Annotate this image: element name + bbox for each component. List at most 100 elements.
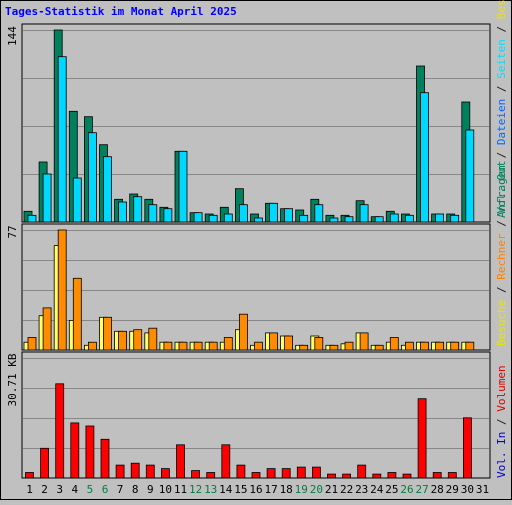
legend-text-bottom: Vol. In / Volumen bbox=[495, 365, 508, 478]
bar-seiten-day-19 bbox=[299, 214, 309, 223]
legend-text-top: Anfragen / Dateien / Seiten / Besuche bbox=[495, 0, 508, 218]
bar-rechner-day-30 bbox=[465, 341, 475, 351]
x-tick-label: 16 bbox=[249, 483, 262, 496]
x-tick-label: 13 bbox=[204, 483, 217, 496]
bar-rechner-day-10 bbox=[163, 341, 173, 351]
x-tick-label: 2 bbox=[41, 483, 48, 496]
bar-volumen-day-9 bbox=[145, 464, 155, 479]
x-tick-label: 4 bbox=[71, 483, 78, 496]
x-tick-label: 6 bbox=[102, 483, 109, 496]
legend-entry: / bbox=[495, 280, 508, 300]
x-tick-label: 21 bbox=[325, 483, 338, 496]
bar-rechner-day-1 bbox=[27, 337, 37, 351]
x-tick-label: 3 bbox=[56, 483, 63, 496]
legend-entry: Volumen bbox=[495, 365, 508, 411]
x-tick-label: 9 bbox=[147, 483, 154, 496]
bar-seiten-day-29 bbox=[450, 214, 460, 223]
bottom-panel-ymax-label: 30.71 KB bbox=[6, 353, 19, 406]
bar-rechner-day-7 bbox=[118, 330, 127, 351]
legend-entry: Besuche bbox=[495, 0, 508, 19]
x-tick-label: 19 bbox=[295, 483, 308, 496]
bar-volumen-day-30 bbox=[462, 417, 472, 479]
legend-entry: Anfragen bbox=[495, 165, 508, 218]
x-tick-labels: 1 2 3 4 5 6 7 8 9 10 11 12 13 14 15 16 17 18 19 20 21 22 23 24 2… bbox=[26, 483, 489, 496]
bar-seiten-day-28 bbox=[435, 213, 445, 223]
bar-volumen-day-19 bbox=[296, 466, 306, 479]
bar-volumen-day-28 bbox=[432, 472, 442, 479]
bar-volumen-day-11 bbox=[176, 444, 185, 479]
bar-seiten-day-9 bbox=[148, 204, 158, 223]
bar-rechner-day-12 bbox=[193, 341, 203, 351]
bar-rechner-day-18 bbox=[284, 335, 294, 351]
bar-rechner-day-17 bbox=[269, 332, 278, 351]
chart-title: Tages-Statistik im Monat April 2025 bbox=[5, 5, 237, 18]
bar-volumen-day-24 bbox=[372, 473, 382, 479]
bar-volumen-day-18 bbox=[281, 468, 291, 479]
panel-frame-bottom bbox=[21, 351, 491, 479]
legend-entry: / bbox=[495, 214, 508, 234]
bar-seiten-day-27 bbox=[420, 92, 429, 223]
x-tick-label: 25 bbox=[385, 483, 398, 496]
x-tick-label: 31 bbox=[476, 483, 489, 496]
bar-volumen-day-10 bbox=[160, 468, 170, 479]
bar-volumen-day-26 bbox=[402, 473, 412, 479]
x-tick-label: 10 bbox=[159, 483, 172, 496]
bar-rechner-day-21 bbox=[329, 344, 339, 351]
bar-seiten-day-10 bbox=[163, 208, 173, 223]
x-tick-label: 14 bbox=[219, 483, 233, 496]
bar-rechner-day-6 bbox=[103, 316, 112, 351]
bar-seiten-day-24 bbox=[374, 216, 384, 223]
legend-text-middle: Besuche / Rechner / Vol. Out bbox=[495, 161, 508, 346]
x-tick-label: 8 bbox=[132, 483, 139, 496]
x-tick-label: 24 bbox=[370, 483, 384, 496]
bar-rechner-day-29 bbox=[450, 341, 460, 351]
bar-volumen-day-3 bbox=[55, 383, 65, 479]
bar-seiten-day-12 bbox=[193, 212, 203, 223]
bar-volumen-day-16 bbox=[251, 472, 261, 479]
legend-entry: Rechner bbox=[495, 233, 508, 280]
bar-rechner-day-20 bbox=[314, 337, 324, 351]
bar-rechner-day-19 bbox=[299, 344, 309, 351]
bar-volumen-day-22 bbox=[342, 473, 352, 479]
bar-seiten-day-14 bbox=[223, 213, 233, 223]
x-tick-label: 12 bbox=[189, 483, 202, 496]
bar-rechner-day-23 bbox=[359, 332, 369, 351]
bar-volumen-day-27 bbox=[417, 398, 427, 479]
bar-volumen-day-1 bbox=[25, 472, 34, 479]
bar-seiten-day-6 bbox=[103, 156, 112, 223]
bar-rechner-day-27 bbox=[420, 341, 429, 351]
x-tick-label: 17 bbox=[264, 483, 277, 496]
bar-seiten-day-11 bbox=[178, 150, 188, 223]
bar-rechner-day-9 bbox=[148, 327, 158, 351]
bar-rechner-day-2 bbox=[42, 307, 52, 351]
bar-volumen-day-7 bbox=[115, 464, 125, 479]
bar-rechner-day-5 bbox=[88, 341, 97, 351]
bar-volumen-day-20 bbox=[311, 466, 321, 479]
bar-volumen-day-8 bbox=[130, 462, 140, 479]
bar-seiten-day-15 bbox=[238, 204, 248, 223]
panel-frame-middle bbox=[21, 223, 491, 351]
bar-seiten-day-25 bbox=[389, 213, 399, 223]
x-tick-label: 5 bbox=[87, 483, 94, 496]
bar-seiten-day-22 bbox=[344, 216, 354, 223]
bar-rechner-day-4 bbox=[72, 277, 82, 351]
bar-seiten-day-3 bbox=[57, 56, 67, 223]
x-tick-label: 28 bbox=[431, 483, 444, 496]
legend-entry: Dateien bbox=[495, 99, 508, 145]
top-panel-ymax-label: 144 bbox=[6, 26, 19, 46]
bar-seiten-day-13 bbox=[208, 214, 218, 223]
bar-volumen-day-14 bbox=[221, 444, 231, 479]
bars bbox=[23, 29, 475, 479]
x-tick-label: 18 bbox=[280, 483, 293, 496]
bar-seiten-day-17 bbox=[269, 202, 278, 223]
bar-seiten-day-1 bbox=[27, 214, 37, 223]
bar-rechner-day-25 bbox=[389, 337, 399, 351]
bar-volumen-day-6 bbox=[100, 438, 110, 479]
bar-seiten-day-16 bbox=[254, 217, 263, 223]
x-tick-label: 27 bbox=[415, 483, 428, 496]
bar-rechner-day-8 bbox=[133, 329, 143, 351]
bar-volumen-day-25 bbox=[387, 472, 397, 479]
legend-entry: Besuche bbox=[495, 300, 508, 346]
